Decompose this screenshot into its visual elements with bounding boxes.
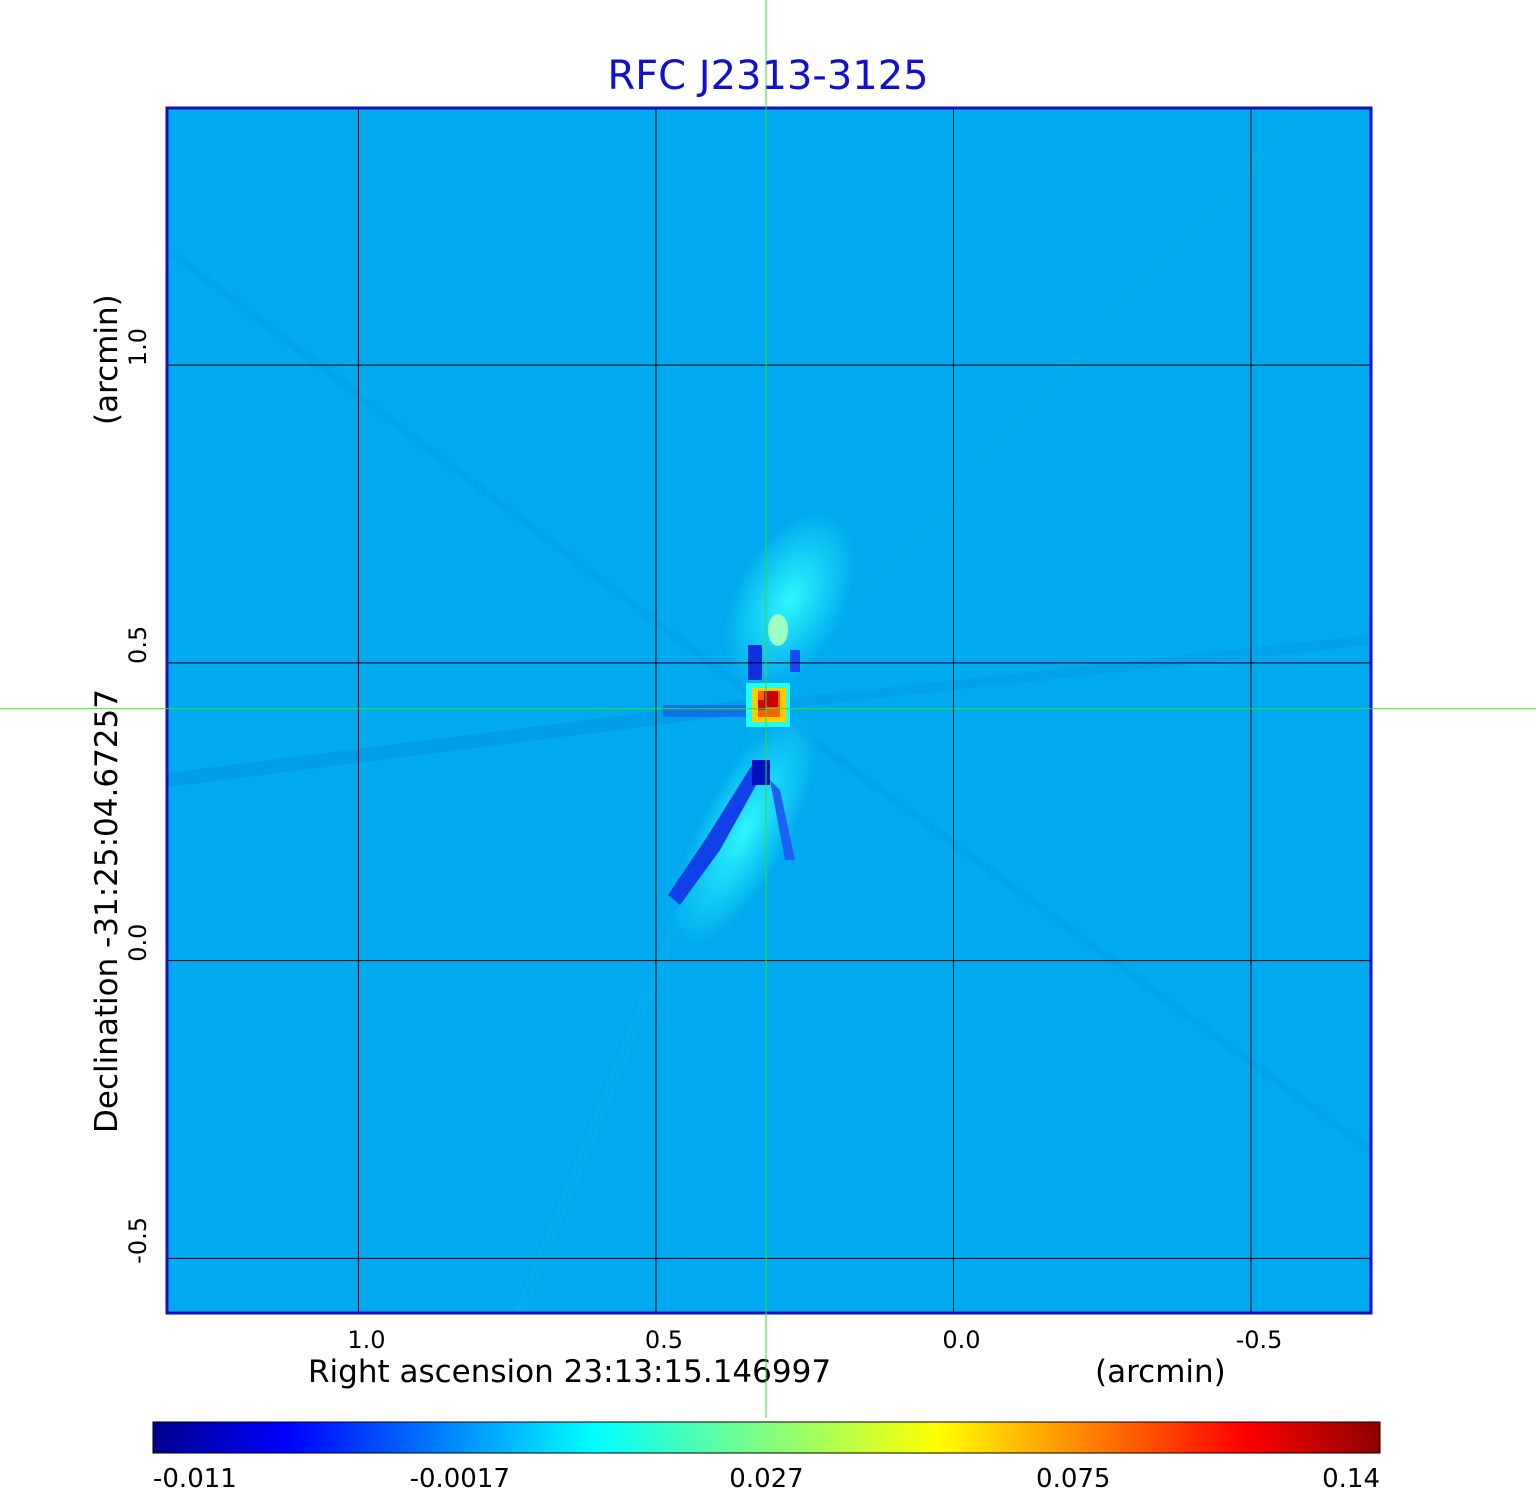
colorbar-label: 0.075 <box>1036 1464 1110 1494</box>
colorbar-label: -0.011 <box>153 1464 237 1494</box>
x-axis-unit: (arcmin) <box>1095 1354 1226 1390</box>
y-tick-label: 1.0 <box>124 328 152 366</box>
chart-title: RFC J2313-3125 <box>607 53 928 99</box>
x-tick-label: 0.0 <box>942 1326 980 1354</box>
colorbar-label: 0.027 <box>729 1464 803 1494</box>
colorbar-label: 0.14 <box>1322 1464 1380 1494</box>
y-tick-labels: 1.0 0.5 0.0 -0.5 <box>124 328 152 1264</box>
y-tick-label: 0.0 <box>124 924 152 962</box>
x-tick-label: 0.5 <box>645 1326 683 1354</box>
x-axis-label: Right ascension 23:13:15.146997 <box>308 1354 831 1390</box>
y-axis-unit: (arcmin) <box>89 294 125 425</box>
y-tick-label: 0.5 <box>124 626 152 664</box>
y-axis-label: Declination -31:25:04.67257 <box>89 689 125 1133</box>
x-tick-label: -0.5 <box>1236 1326 1283 1354</box>
grid-lines <box>168 109 1370 1312</box>
crosshair <box>0 0 1536 1418</box>
colorbar <box>152 1421 1381 1454</box>
beam-pattern <box>663 512 856 947</box>
plot-frame <box>165 106 1373 1315</box>
colorbar-labels: -0.011 -0.0017 0.027 0.075 0.14 <box>153 1464 1380 1494</box>
heatmap-area <box>168 109 1370 1312</box>
colorbar-label: -0.0017 <box>410 1464 510 1494</box>
y-tick-label: -0.5 <box>124 1217 152 1264</box>
x-tick-label: 1.0 <box>347 1326 385 1354</box>
sidelobe-streaks <box>168 109 1370 1312</box>
x-tick-labels: 1.0 0.5 0.0 -0.5 <box>347 1326 1282 1354</box>
